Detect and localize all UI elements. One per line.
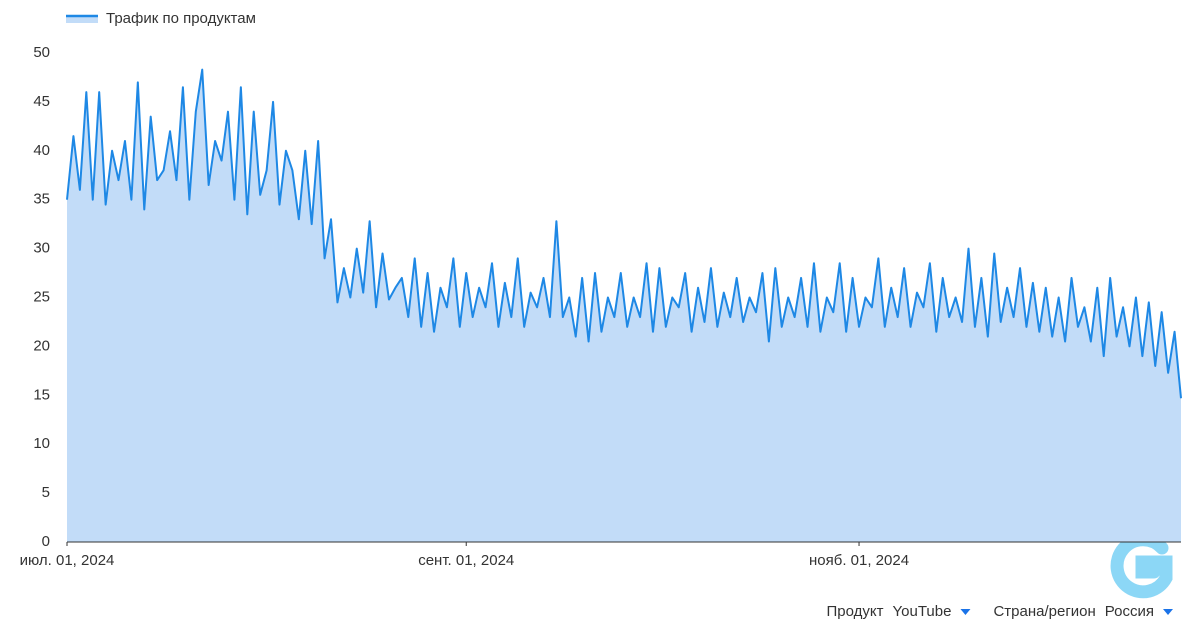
dropdown-arrow: [960, 609, 971, 615]
dropdown-arrow: [1163, 609, 1173, 615]
legend-label: Трафик по продуктам: [106, 10, 256, 27]
logo: [1110, 533, 1173, 599]
y-tick-label: 20: [33, 337, 50, 354]
x-tick-label: сент. 01, 2024: [418, 552, 514, 569]
y-tick-label: 40: [33, 142, 50, 159]
x-tick-label: нояб. 01, 2024: [809, 552, 909, 569]
filter-label: Продукт: [827, 603, 884, 620]
filter-label: Страна/регион: [993, 603, 1095, 620]
area-line: [66, 68, 1182, 399]
y-tick-label: 5: [42, 484, 50, 501]
y-tick-label: 15: [33, 386, 50, 403]
filter-value: YouTube: [893, 603, 952, 620]
filter-value: Россия: [1105, 603, 1154, 620]
y-tick-label: 35: [33, 191, 50, 208]
y-tick-label: 10: [33, 435, 50, 452]
filter[interactable]: Россия Страна/регион: [993, 603, 1173, 620]
y-tick-label: 30: [33, 240, 50, 257]
y-tick-label: 45: [33, 93, 50, 110]
x-tick-label: июл. 01, 2024: [20, 552, 115, 569]
legend-swatch: [66, 15, 98, 23]
y-tick-label: 50: [33, 44, 50, 61]
y-tick-label: 0: [42, 533, 50, 550]
filter[interactable]: YouTube Продукт: [827, 603, 971, 620]
y-tick-label: 25: [33, 288, 50, 305]
